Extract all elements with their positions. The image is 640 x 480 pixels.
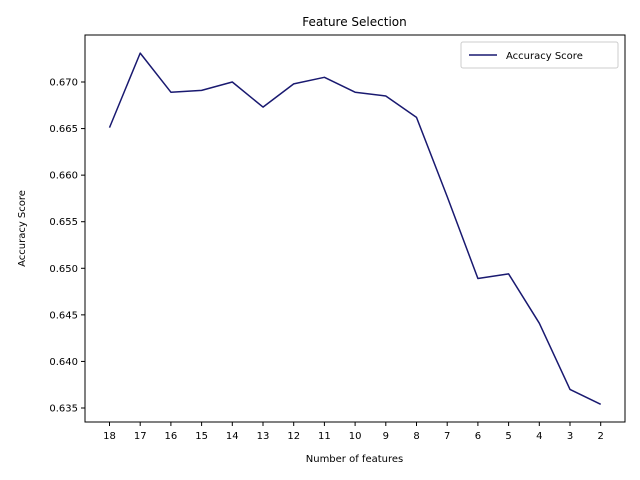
x-tick-label: 13 [257,431,270,442]
x-tick-label: 18 [103,431,116,442]
y-axis-ticks: 0.635 0.640 0.645 0.650 0.655 0.660 0.665 0.670 [49,78,85,415]
y-tick-label: 0.670 [49,78,78,89]
y-tick-label: 0.665 [49,124,78,135]
x-axis-ticks: 18 17 16 15 14 13 12 11 10 9 8 7 6 5 4 3 2 [103,422,604,442]
x-tick-label: 6 [475,431,481,442]
x-tick-label: 3 [567,431,573,442]
x-tick-label: 10 [349,431,362,442]
x-tick-label: 9 [383,431,389,442]
x-tick-label: 11 [318,431,331,442]
y-tick-label: 0.635 [49,404,78,415]
y-tick-label: 0.650 [49,264,78,275]
series-line-accuracy-score [108,52,602,405]
legend-label-accuracy-score: Accuracy Score [506,51,583,62]
x-tick-label: 16 [165,431,178,442]
series-lines [108,52,602,405]
x-tick-label: 8 [413,431,419,442]
x-tick-label: 15 [195,431,208,442]
legend: Accuracy Score [460,41,619,69]
x-tick-label: 12 [287,431,300,442]
legend-box [460,41,619,69]
chart-title: Feature Selection [302,15,406,29]
y-tick-label: 0.655 [49,217,78,228]
y-tick-label: 0.645 [49,310,78,321]
x-tick-label: 14 [226,431,239,442]
plot-frame [84,34,626,423]
x-tick-label: 5 [505,431,511,442]
plot-area: 18 17 16 15 14 13 12 11 10 9 8 7 6 5 4 3 2 0.6350.6400.6… [49,34,626,442]
y-tick-label: 0.640 [49,357,78,368]
x-tick-label: 17 [134,431,147,442]
x-tick-label: 7 [444,431,450,442]
x-tick-label: 4 [536,431,542,442]
y-tick-label: 0.660 [49,171,78,182]
y-axis-label: Accuracy Score [17,190,28,267]
x-tick-label: 2 [598,431,604,442]
x-axis-label: Number of features [306,454,403,465]
